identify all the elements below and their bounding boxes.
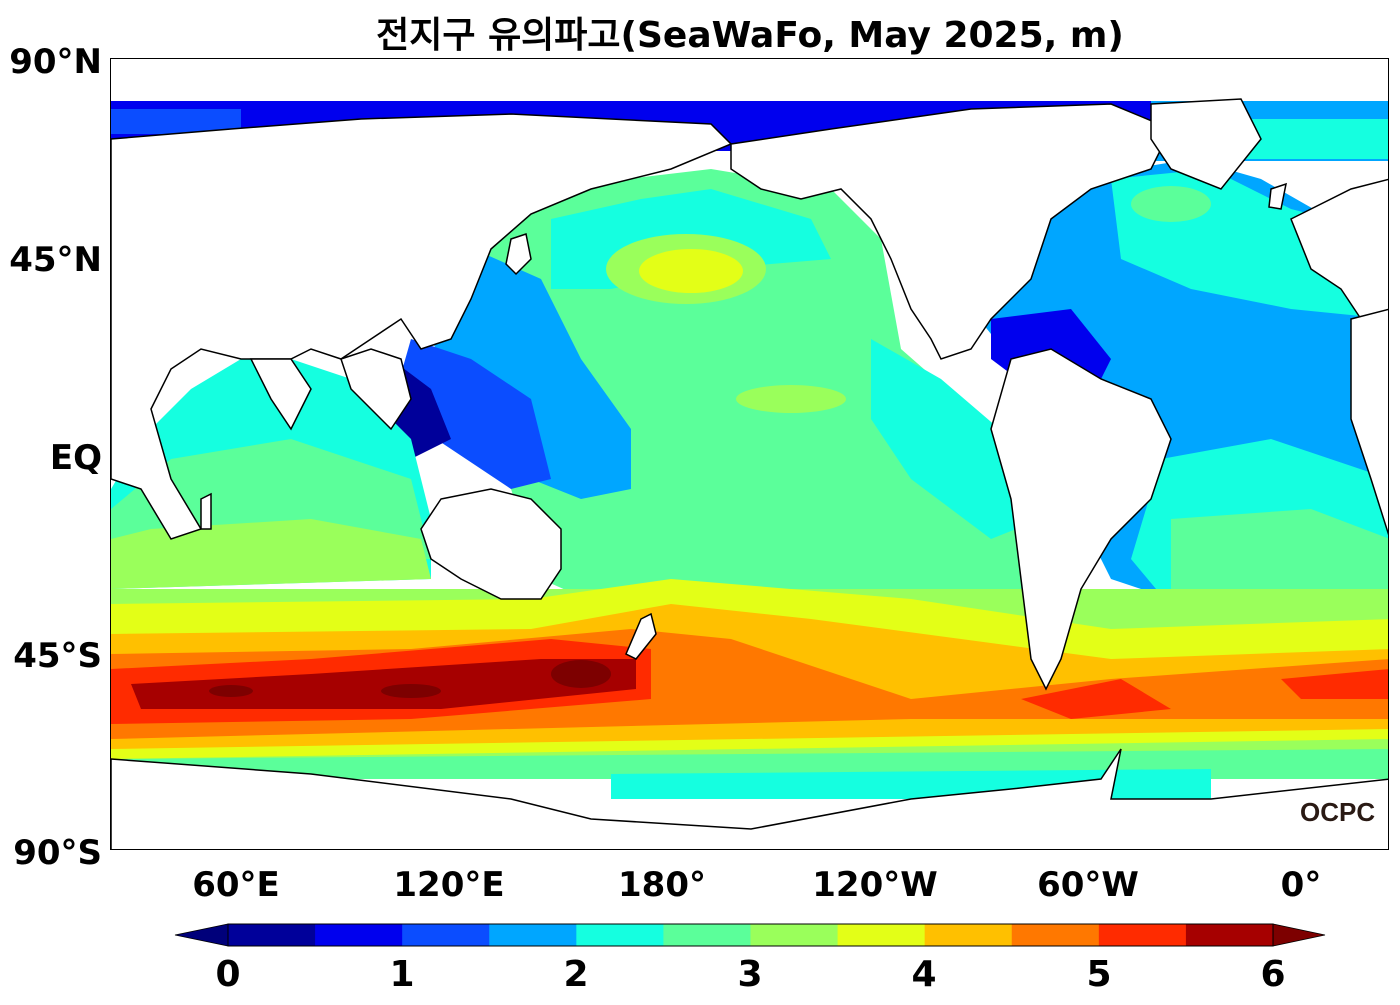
map-title: 전지구 유의파고(SeaWaFo, May 2025, m) xyxy=(376,15,1124,56)
lon-label-60e: 60°E xyxy=(192,865,280,905)
colorbar-tick-2: 2 xyxy=(563,954,589,995)
colorbar-swatch xyxy=(315,924,403,946)
lon-label-120w: 120°W xyxy=(812,865,938,905)
lat-label-45n: 45°N xyxy=(9,240,102,280)
coastlines xyxy=(111,98,1388,849)
colorbar-swatch xyxy=(228,924,316,946)
colorbar-swatch xyxy=(1098,924,1187,946)
lat-label-45s: 45°S xyxy=(13,636,102,676)
colorbar-tick-3: 3 xyxy=(737,954,763,995)
lat-label-90s: 90°S xyxy=(13,833,102,873)
colorbar-swatch xyxy=(663,924,751,946)
colorbar xyxy=(174,923,1326,947)
colorbar-tick-4: 4 xyxy=(911,954,937,995)
map-canvas xyxy=(111,59,1388,849)
colorbar-tick-6: 6 xyxy=(1260,954,1286,995)
colorbar-swatch xyxy=(576,924,664,946)
colorbar-swatch xyxy=(1185,924,1274,946)
colorbar-tick-5: 5 xyxy=(1086,954,1112,995)
colorbar-swatch xyxy=(924,924,1013,946)
colorbar-under-arrow xyxy=(174,923,229,947)
colorbar-swatch xyxy=(402,924,490,946)
lon-label-60w: 60°W xyxy=(1037,865,1139,905)
lat-label-90n: 90°N xyxy=(9,42,102,82)
lon-label-180: 180° xyxy=(618,865,706,905)
colorbar-swatch xyxy=(1011,924,1100,946)
colorbar-swatch xyxy=(837,924,926,946)
lat-label-eq: EQ xyxy=(49,438,102,478)
colorbar-swatch xyxy=(489,924,577,946)
colorbar-swatch xyxy=(750,924,839,946)
colorbar-border xyxy=(227,923,1274,947)
ocpc-logo: OCPC xyxy=(1300,797,1376,827)
lon-label-120e: 120°E xyxy=(393,865,505,905)
colorbar-over-arrow xyxy=(1272,923,1326,947)
colorbar-tick-1: 1 xyxy=(389,954,415,995)
wave-height-map xyxy=(110,58,1389,850)
colorbar-tick-0: 0 xyxy=(215,954,241,995)
lon-label-0: 0° xyxy=(1280,865,1322,905)
